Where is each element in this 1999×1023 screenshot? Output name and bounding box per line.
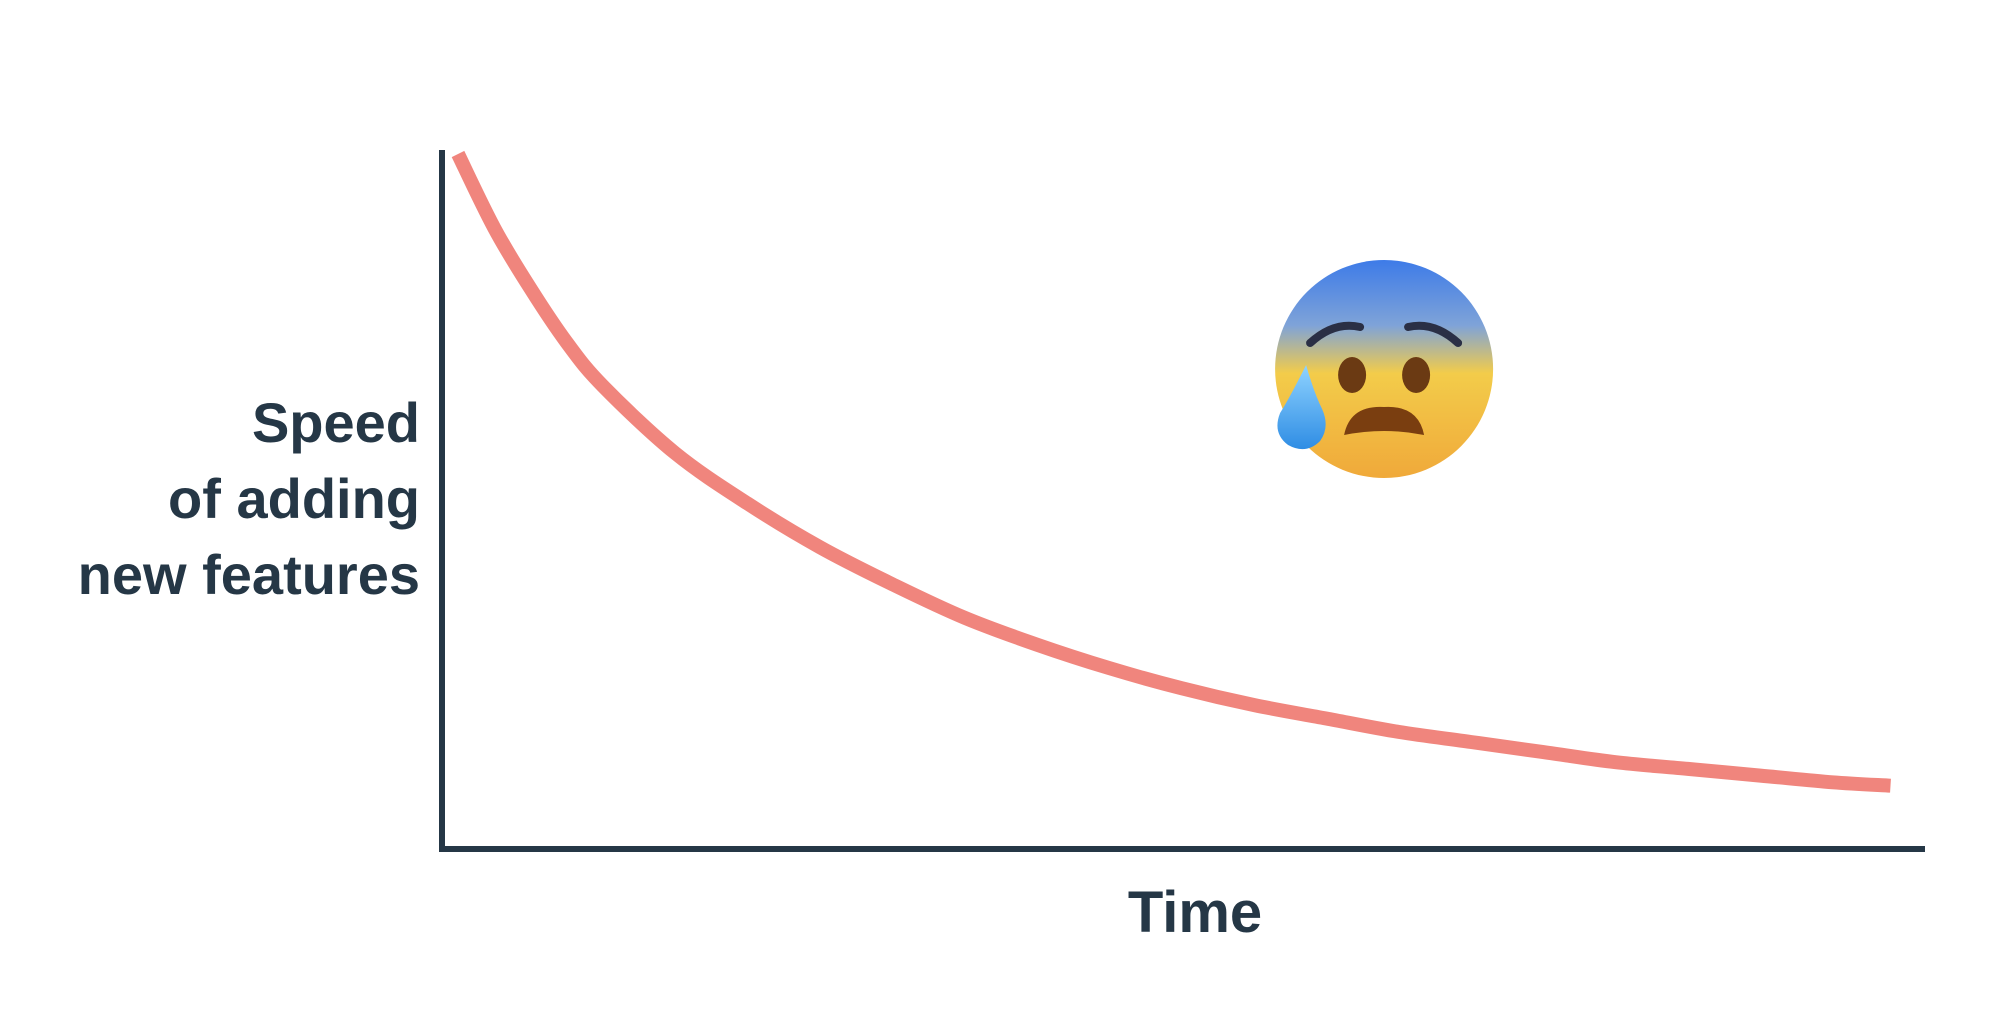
y-axis-label-line-2: of adding: [168, 467, 420, 530]
x-axis-label: Time: [1128, 880, 1262, 945]
series-line-speed: [451, 150, 1891, 793]
y-axis-label-line-1: Speed: [252, 391, 420, 454]
anxious-face-with-sweat-icon: [1275, 260, 1494, 478]
y-axis-label-line-3: new features: [78, 543, 420, 606]
